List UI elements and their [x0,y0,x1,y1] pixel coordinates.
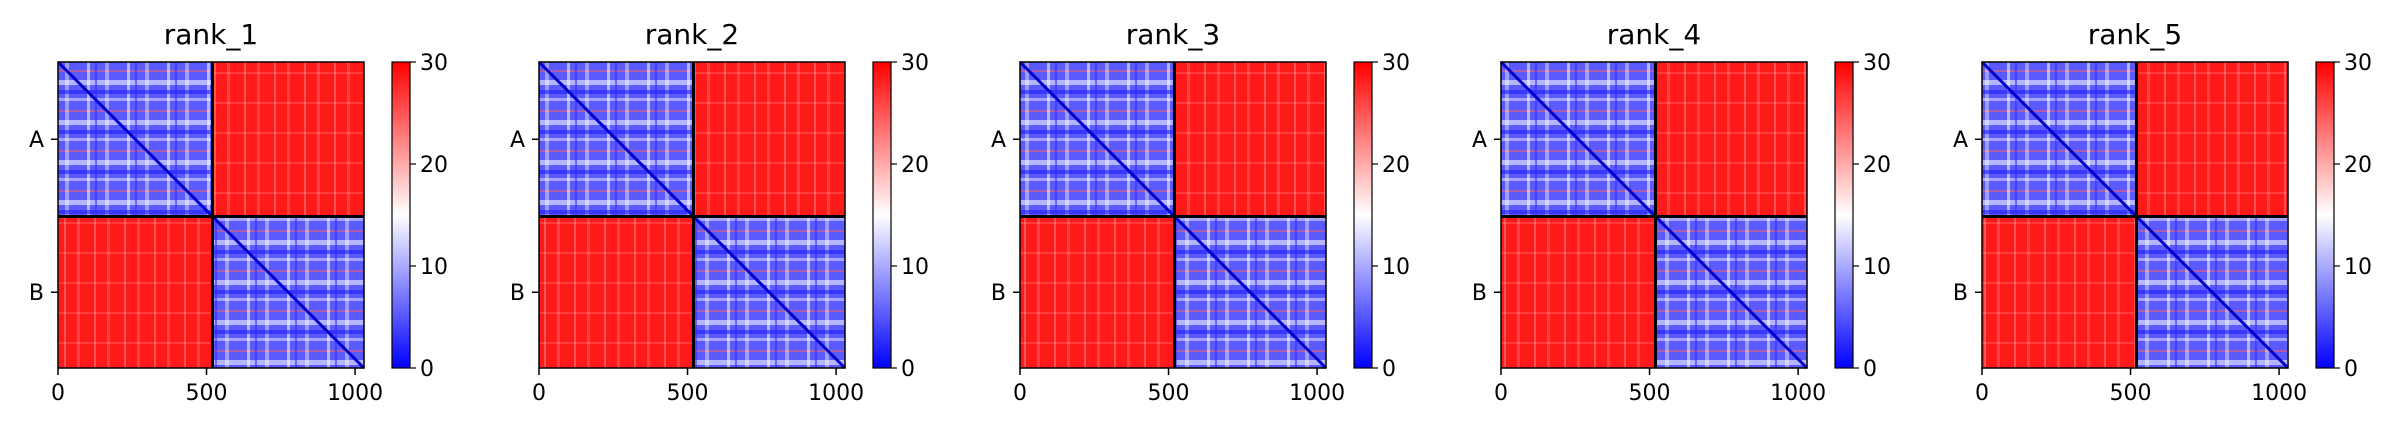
panel-title: rank_5 [2088,18,2182,51]
axes-frame [1019,61,1327,369]
colorbar-tick-label: 10 [1382,255,1410,280]
block-B-A [1982,216,2137,368]
x-tick-label: 0 [1013,381,1027,406]
heatmap-panel-3: rank_3 A B 0 500 1000 0 10 20 30 [991,18,1410,406]
block-A-B [1655,62,1807,217]
block-A-B [2136,62,2288,217]
heatmap-panel-1: rank_1 A B 0 500 1000 0 10 20 30 [29,18,448,406]
colorbar-tick-label: 30 [420,51,448,76]
panel-title: rank_4 [1607,18,1701,51]
x-tick-label: 500 [2110,381,2152,406]
colorbar-tick-label: 0 [1863,357,1877,382]
y-tick-label: A [991,128,1006,153]
panel-title: rank_1 [164,18,258,51]
colorbar [872,61,892,369]
diagonal-B [1654,215,1809,370]
colorbar-tick-label: 30 [2344,51,2372,76]
colorbar [1353,61,1373,369]
colorbar [2315,61,2335,369]
block-B-A [1020,216,1175,368]
x-tick-label: 0 [1494,381,1508,406]
axes-frame [1981,61,2289,369]
axes-frame [538,61,846,369]
heatmap-panel-2: rank_2 A B 0 500 1000 0 10 20 30 [510,18,929,406]
block-A-B [1174,62,1326,217]
block-A-B [212,62,364,217]
diagonal-B [2135,215,2290,370]
y-tick-label: A [1472,128,1487,153]
colorbar-tick-label: 30 [1382,51,1410,76]
x-tick-label: 500 [667,381,709,406]
panel-title: rank_2 [645,18,739,51]
x-tick-label: 1000 [327,381,383,406]
colorbar-tick-label: 10 [2344,255,2372,280]
x-tick-label: 1000 [2251,381,2307,406]
colorbar-tick-label: 0 [2344,357,2358,382]
colorbar-tick-label: 20 [1863,153,1891,178]
x-tick-label: 0 [51,381,65,406]
axes-frame [57,61,365,369]
diagonal-A [1018,60,1176,218]
diagonal-A [1499,60,1657,218]
x-tick-label: 1000 [1289,381,1345,406]
y-tick-label: A [29,128,44,153]
x-tick-label: 0 [532,381,546,406]
diagonal-A [537,60,695,218]
x-tick-label: 500 [186,381,228,406]
colorbar-tick-label: 10 [420,255,448,280]
colorbar-tick-label: 0 [1382,357,1396,382]
heatmap-panel-4: rank_4 A B 0 500 1000 0 10 20 30 [1472,18,1891,406]
diagonal-A [1980,60,2138,218]
colorbar-tick-label: 10 [901,255,929,280]
x-tick-label: 0 [1975,381,1989,406]
colorbar-tick-label: 20 [420,153,448,178]
block-A-B [693,62,845,217]
x-tick-label: 500 [1629,381,1671,406]
y-tick-label: B [510,281,525,306]
colorbar [1834,61,1854,369]
colorbar-tick-label: 0 [420,357,434,382]
colorbar-tick-label: 0 [901,357,915,382]
diagonal-B [1173,215,1328,370]
diagonal-B [211,215,366,370]
diagonal-B [692,215,847,370]
axes-frame [1500,61,1808,369]
colorbar-tick-label: 20 [1382,153,1410,178]
block-B-A [539,216,694,368]
y-tick-label: A [1953,128,1968,153]
y-tick-label: B [29,281,44,306]
y-tick-label: B [991,281,1006,306]
y-tick-label: A [510,128,525,153]
y-tick-label: B [1953,281,1968,306]
diagonal-A [56,60,214,218]
colorbar [391,61,411,369]
panel-title: rank_3 [1126,18,1220,51]
colorbar-tick-label: 30 [901,51,929,76]
y-tick-label: B [1472,281,1487,306]
heatmap-panel-5: rank_5 A B 0 500 1000 0 10 20 30 [1953,18,2372,406]
colorbar-tick-label: 30 [1863,51,1891,76]
colorbar-tick-label: 10 [1863,255,1891,280]
x-tick-label: 500 [1148,381,1190,406]
colorbar-tick-label: 20 [2344,153,2372,178]
x-tick-label: 1000 [1770,381,1826,406]
block-B-A [58,216,213,368]
colorbar-tick-label: 20 [901,153,929,178]
x-tick-label: 1000 [808,381,864,406]
block-B-A [1501,216,1656,368]
